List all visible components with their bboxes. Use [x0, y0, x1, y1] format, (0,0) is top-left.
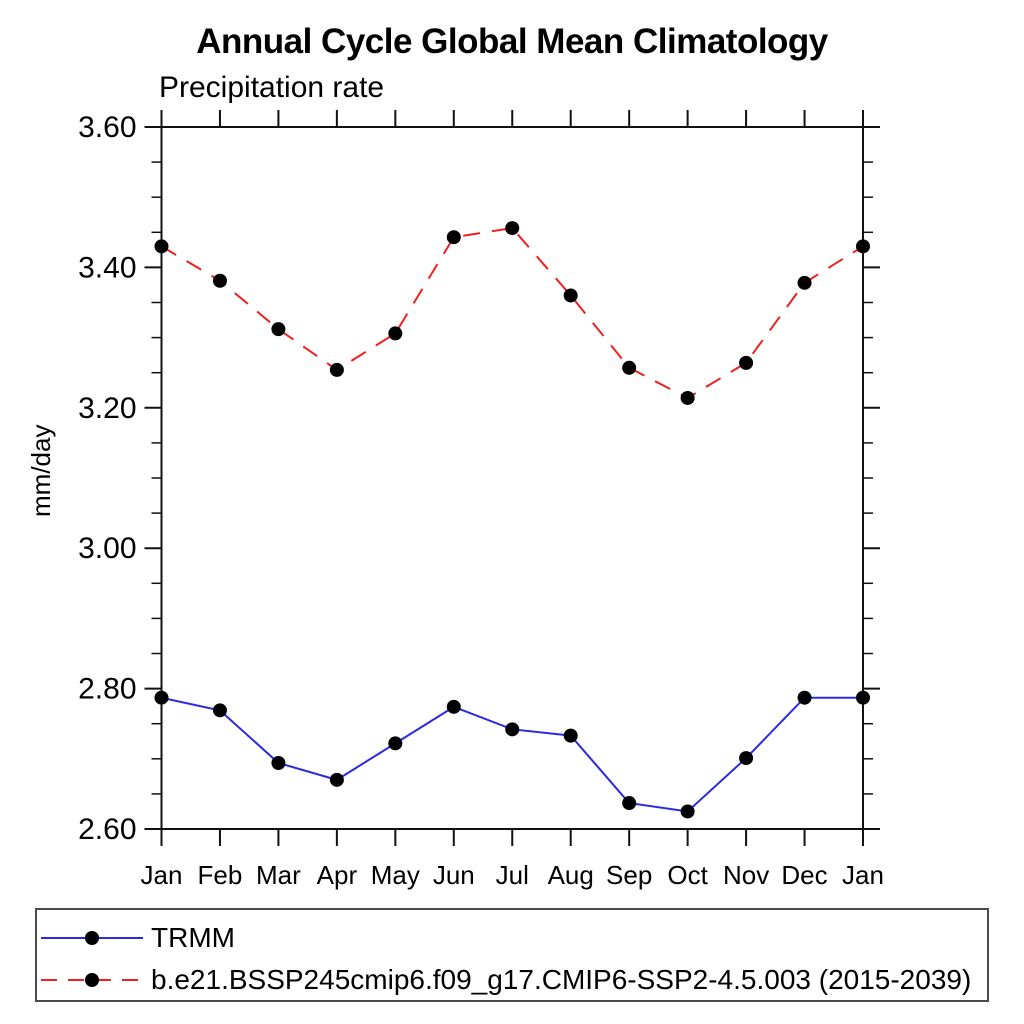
- data-point: [797, 690, 812, 705]
- x-tick-label: May: [371, 860, 420, 890]
- data-point: [271, 756, 286, 771]
- x-tick-label: Feb: [198, 860, 243, 890]
- data-point: [329, 362, 344, 377]
- series-markers-1: [154, 221, 870, 405]
- x-tick-label: Jul: [496, 860, 529, 890]
- x-tick-label: Sep: [606, 860, 652, 890]
- data-point: [563, 288, 578, 303]
- data-point: [212, 703, 227, 718]
- x-tick-label: Mar: [256, 860, 301, 890]
- legend: TRMM b.e21.BSSP245cmip6.f09_g17.CMIP6-SS…: [35, 908, 989, 1002]
- data-point: [680, 804, 695, 819]
- x-tick-label: Oct: [667, 860, 708, 890]
- data-point: [856, 239, 870, 254]
- data-point: [622, 360, 637, 375]
- chart-title: Annual Cycle Global Mean Climatology: [196, 22, 828, 61]
- y-axis-tick-labels: 2.60 2.80 3.00 3.20 3.40 3.60: [78, 111, 136, 846]
- data-point: [212, 273, 227, 288]
- data-point: [856, 690, 870, 705]
- data-point: [739, 751, 754, 766]
- legend-line-sample-trmm-icon: [41, 931, 143, 945]
- legend-item-model: b.e21.BSSP245cmip6.f09_g17.CMIP6-SSP2-4.…: [39, 962, 971, 998]
- axes: [144, 110, 880, 846]
- y-tick-label: 3.60: [78, 111, 136, 144]
- series-line-1: [160, 227, 864, 400]
- x-tick-label: Dec: [781, 860, 827, 890]
- legend-label-model: b.e21.BSSP245cmip6.f09_g17.CMIP6-SSP2-4.…: [151, 964, 972, 995]
- data-point: [446, 699, 461, 714]
- data-point: [680, 390, 695, 405]
- legend-item-trmm: TRMM: [39, 920, 235, 956]
- data-point: [271, 322, 286, 337]
- data-point: [154, 239, 169, 254]
- series-markers-0: [154, 690, 870, 819]
- x-axis-tick-labels: Jan Feb Mar Apr May Jun Jul Aug Sep Oct Nov Dec Jan: [141, 860, 884, 890]
- x-tick-label: Jun: [433, 860, 475, 890]
- y-tick-label: 3.00: [78, 532, 136, 565]
- y-tick-label: 2.60: [78, 813, 136, 846]
- y-tick-label: 3.40: [78, 251, 136, 284]
- x-tick-label: Apr: [317, 860, 358, 890]
- data-point: [505, 221, 520, 236]
- series-line-0: [161, 696, 863, 813]
- data-point: [797, 275, 812, 290]
- data-point: [505, 722, 520, 737]
- legend-label-trmm: TRMM: [151, 922, 235, 953]
- x-tick-label: Nov: [723, 860, 769, 890]
- y-tick-label: 2.80: [78, 673, 136, 706]
- x-tick-label: Jan: [141, 860, 183, 890]
- data-point: [739, 355, 754, 370]
- data-point: [329, 772, 344, 787]
- data-point: [154, 690, 169, 705]
- x-tick-label: Aug: [548, 860, 594, 890]
- y-tick-label: 3.20: [78, 392, 136, 425]
- legend-line-sample-model-icon: [41, 973, 143, 987]
- data-point: [563, 728, 578, 743]
- data-point: [388, 326, 403, 341]
- x-tick-label: Jan: [842, 860, 884, 890]
- data-point: [388, 736, 403, 751]
- data-point: [446, 230, 461, 245]
- chart-subtitle: Precipitation rate: [159, 71, 385, 104]
- data-point: [622, 796, 637, 811]
